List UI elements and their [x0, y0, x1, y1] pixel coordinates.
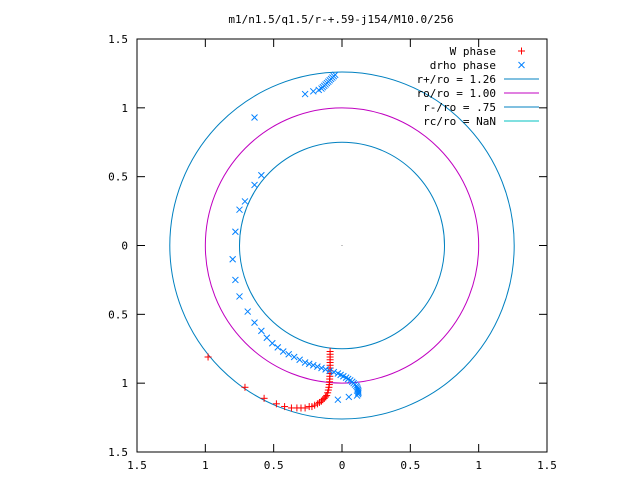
y-tick-label: 1: [121, 377, 128, 390]
drho-phase-point: [251, 319, 258, 326]
drho-phase-point: [309, 361, 317, 369]
data-markers: [204, 71, 362, 412]
drho-phase-point: [236, 293, 243, 300]
drho-phase-point: [305, 360, 313, 368]
x-tick-label: 1.5: [127, 459, 147, 472]
drho-phase-point: [241, 198, 249, 205]
x-tick-label: 0.5: [400, 459, 420, 472]
legend-label: ro/ro = 1.00: [417, 87, 496, 100]
w-phase-point: [272, 400, 280, 408]
x-tick-label: 1.5: [537, 459, 557, 472]
drho-phase-point: [236, 206, 243, 214]
x-tick-label: 1: [202, 459, 209, 472]
y-tick-label: 0: [121, 240, 128, 253]
y-tick-label: 1.5: [108, 33, 128, 46]
w-phase-point: [204, 353, 212, 361]
x-tick-label: 0: [339, 459, 346, 472]
drho-phase-point: [326, 367, 334, 375]
drho-phase-point: [258, 171, 265, 179]
y-tick-label: 0.5: [108, 308, 128, 321]
circle-series-2: [169, 71, 515, 420]
axis-ticks: 1.5 1 0.5 0 0.5 1 1.51.510.500.511.5: [108, 33, 557, 472]
drho-phase-point: [263, 334, 271, 342]
y-tick-label: 0.5: [108, 171, 128, 184]
drho-phase-point: [285, 350, 293, 358]
drho-phase-point: [229, 255, 237, 263]
w-phase-point: [281, 403, 289, 411]
drho-phase-point: [251, 181, 258, 189]
legend-sample-w-phase: [518, 47, 525, 55]
center-point: [341, 245, 343, 246]
legend-label: drho phase: [430, 59, 496, 72]
y-tick-label: 1.5: [108, 446, 128, 459]
drho-phase-point: [258, 327, 265, 335]
drho-phase-point: [268, 339, 276, 347]
x-tick-label: 1: [475, 459, 482, 472]
chart-title: m1/n1.5/q1.5/r-+.59-j154/M10.0/256: [228, 13, 453, 26]
reference-circles: [169, 71, 515, 420]
drho-phase-point: [318, 364, 325, 372]
drho-phase-point: [345, 393, 353, 401]
drho-phase-point: [322, 366, 329, 373]
drho-phase-point: [301, 359, 309, 366]
drho-phase-point: [301, 90, 309, 98]
drho-phase-point: [355, 388, 362, 395]
x-tick-label: 0.5: [264, 459, 284, 472]
y-tick-label: 1: [121, 102, 128, 115]
drho-phase-point: [330, 368, 338, 376]
w-phase-point: [326, 348, 334, 356]
legend-label: r+/ro = 1.26: [417, 73, 496, 86]
legend-label: r-/ro = .75: [423, 101, 496, 114]
legend-sample-drho-phase: [518, 61, 525, 69]
drho-phase-point: [314, 363, 321, 371]
circle-series-4: [239, 141, 445, 350]
w-phase-point: [260, 394, 268, 402]
legend-label: W phase: [450, 45, 496, 58]
drho-phase-point: [232, 276, 239, 284]
drho-phase-point: [353, 392, 361, 399]
w-phase-point: [301, 404, 309, 412]
drho-phase-point: [232, 228, 239, 236]
drho-phase-point: [251, 114, 258, 121]
legend-label: rc/ro = NaN: [423, 115, 496, 128]
w-phase-point: [322, 393, 330, 401]
circle-series-3: [204, 107, 480, 384]
drho-phase-point: [274, 344, 282, 351]
drho-phase-point: [290, 353, 298, 361]
drho-phase-point: [309, 87, 317, 95]
drho-phase-point: [279, 348, 287, 355]
w-phase-point: [241, 383, 249, 391]
drho-phase-point: [244, 308, 252, 315]
drho-phase-point: [334, 396, 342, 404]
drho-phase-point: [315, 86, 323, 94]
drho-phase-point: [296, 356, 303, 364]
